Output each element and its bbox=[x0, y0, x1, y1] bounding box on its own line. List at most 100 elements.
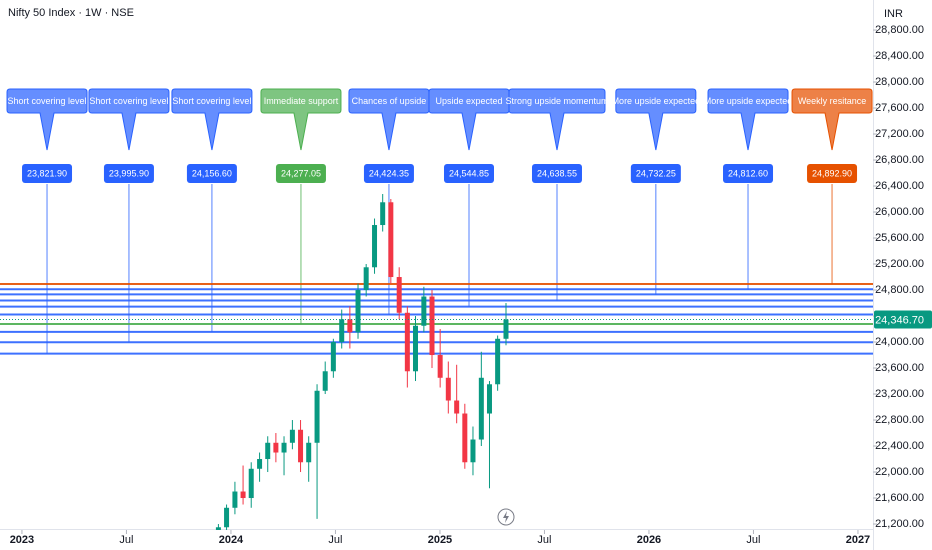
x-tick-label: Jul bbox=[119, 534, 133, 546]
price-tag-label: 24,544.85 bbox=[449, 168, 489, 178]
candle-body bbox=[503, 319, 509, 339]
x-tick-label: Jul bbox=[328, 534, 342, 546]
levels bbox=[0, 184, 873, 355]
candle-body bbox=[388, 202, 394, 278]
plot-layer bbox=[0, 184, 873, 530]
y-tick-label: 21,600.00 bbox=[875, 492, 924, 504]
x-tick-label: Jul bbox=[746, 534, 760, 546]
callout-label: Weekly resitance bbox=[798, 96, 866, 106]
candle-body bbox=[429, 296, 435, 356]
candle-body bbox=[462, 413, 468, 463]
level-callout: More upside expected 24,812.60 bbox=[704, 88, 793, 183]
y-tick-label: 24,800.00 bbox=[875, 284, 924, 296]
callout-label: Short covering level bbox=[89, 96, 168, 106]
level-callout: Short covering level 23,821.90 bbox=[6, 88, 88, 183]
y-tick-label: 26,800.00 bbox=[875, 154, 924, 166]
price-tag-label: 23,995.90 bbox=[109, 168, 149, 178]
y-tick-label: 26,000.00 bbox=[875, 206, 924, 218]
level-callout: Weekly resitance 24,892.90 bbox=[791, 88, 873, 183]
candle-body bbox=[273, 442, 279, 453]
price-tag bbox=[531, 164, 582, 183]
price-tag bbox=[22, 164, 73, 183]
price-tag-label: 24,812.60 bbox=[728, 168, 768, 178]
candle-body bbox=[454, 400, 460, 414]
candle-body bbox=[470, 439, 476, 463]
y-tick-label: 22,800.00 bbox=[875, 414, 924, 426]
callout-bubble bbox=[6, 88, 88, 151]
candle-body bbox=[215, 527, 221, 530]
callout-bubble bbox=[791, 88, 873, 151]
candle-body bbox=[281, 442, 287, 453]
level-callout: Strong upside momentum 24,638.55 bbox=[505, 88, 609, 183]
y-tick-label: 24,000.00 bbox=[875, 336, 924, 348]
callout-label: Short covering level bbox=[8, 96, 87, 106]
price-tag-label: 24,892.90 bbox=[812, 168, 852, 178]
price-tag bbox=[186, 164, 237, 183]
y-tick-label: 22,400.00 bbox=[875, 440, 924, 452]
lightning-icon bbox=[497, 508, 515, 526]
x-tick-label: 2024 bbox=[219, 534, 244, 546]
level-callout: Upside expected 24,544.85 bbox=[428, 88, 510, 183]
y-tick-label: 23,600.00 bbox=[875, 362, 924, 374]
price-tag bbox=[275, 164, 326, 183]
candle-body bbox=[232, 491, 238, 508]
candle-body bbox=[314, 390, 320, 443]
y-tick-label: 23,200.00 bbox=[875, 388, 924, 400]
x-tick-label: 2026 bbox=[637, 534, 661, 546]
level-callout: More upside expected 24,732.25 bbox=[612, 88, 701, 183]
y-tick-label: 27,200.00 bbox=[875, 128, 924, 140]
price-tag bbox=[443, 164, 494, 183]
price-tag bbox=[103, 164, 154, 183]
candle-body bbox=[495, 338, 501, 385]
candle-body bbox=[347, 319, 353, 333]
candle-body bbox=[445, 377, 451, 401]
price-tag-label: 24,638.55 bbox=[537, 168, 577, 178]
candle-body bbox=[240, 491, 246, 499]
last-price-tag bbox=[874, 310, 932, 329]
y-tick-label: 27,600.00 bbox=[875, 102, 924, 114]
price-tag-label: 24,732.25 bbox=[636, 168, 676, 178]
price-tag bbox=[807, 164, 858, 183]
candle-body bbox=[372, 225, 378, 268]
candle-body bbox=[363, 267, 369, 291]
candle-body bbox=[396, 277, 402, 313]
y-tick-label: 26,400.00 bbox=[875, 180, 924, 192]
candle-body bbox=[265, 442, 271, 460]
y-tick-label: 28,800.00 bbox=[875, 24, 924, 36]
candle-body bbox=[330, 342, 336, 372]
callout-label: Upside expected bbox=[435, 96, 502, 106]
candle-body bbox=[257, 459, 263, 469]
price-tag-label: 23,821.90 bbox=[27, 168, 67, 178]
candle-body bbox=[322, 371, 328, 391]
x-tick-label: 2027 bbox=[846, 534, 870, 546]
callout-label: More upside expected bbox=[704, 96, 793, 106]
candle-body bbox=[224, 507, 230, 528]
y-tick-label: 25,600.00 bbox=[875, 232, 924, 244]
price-tag-label: 24,277.05 bbox=[281, 168, 321, 178]
candle-body bbox=[486, 384, 492, 414]
callout-label: Chances of upside bbox=[352, 96, 427, 106]
y-tick-label: 25,200.00 bbox=[875, 258, 924, 270]
level-callout: Immediate support 24,277.05 bbox=[260, 88, 342, 183]
callout-bubble bbox=[171, 88, 253, 151]
callout-bubble bbox=[615, 88, 697, 151]
callout-bubble bbox=[707, 88, 789, 151]
price-tag bbox=[363, 164, 414, 183]
candle-body bbox=[339, 319, 345, 343]
y-tick-label: 22,000.00 bbox=[875, 466, 924, 478]
currency-label: INR bbox=[884, 8, 903, 20]
callout-label: More upside expected bbox=[612, 96, 701, 106]
callout-bubble bbox=[260, 88, 342, 151]
x-tick-label: 2023 bbox=[10, 534, 34, 546]
candle-body bbox=[248, 468, 254, 499]
candle-body bbox=[355, 290, 361, 333]
candle-body bbox=[478, 377, 484, 440]
y-tick-label: 28,400.00 bbox=[875, 50, 924, 62]
candle-body bbox=[298, 429, 304, 463]
x-tick-label: Jul bbox=[537, 534, 551, 546]
candle-body bbox=[437, 355, 443, 378]
price-tag bbox=[630, 164, 681, 183]
callout-label: Strong upside momentum bbox=[505, 96, 608, 106]
candle-body bbox=[380, 202, 386, 226]
